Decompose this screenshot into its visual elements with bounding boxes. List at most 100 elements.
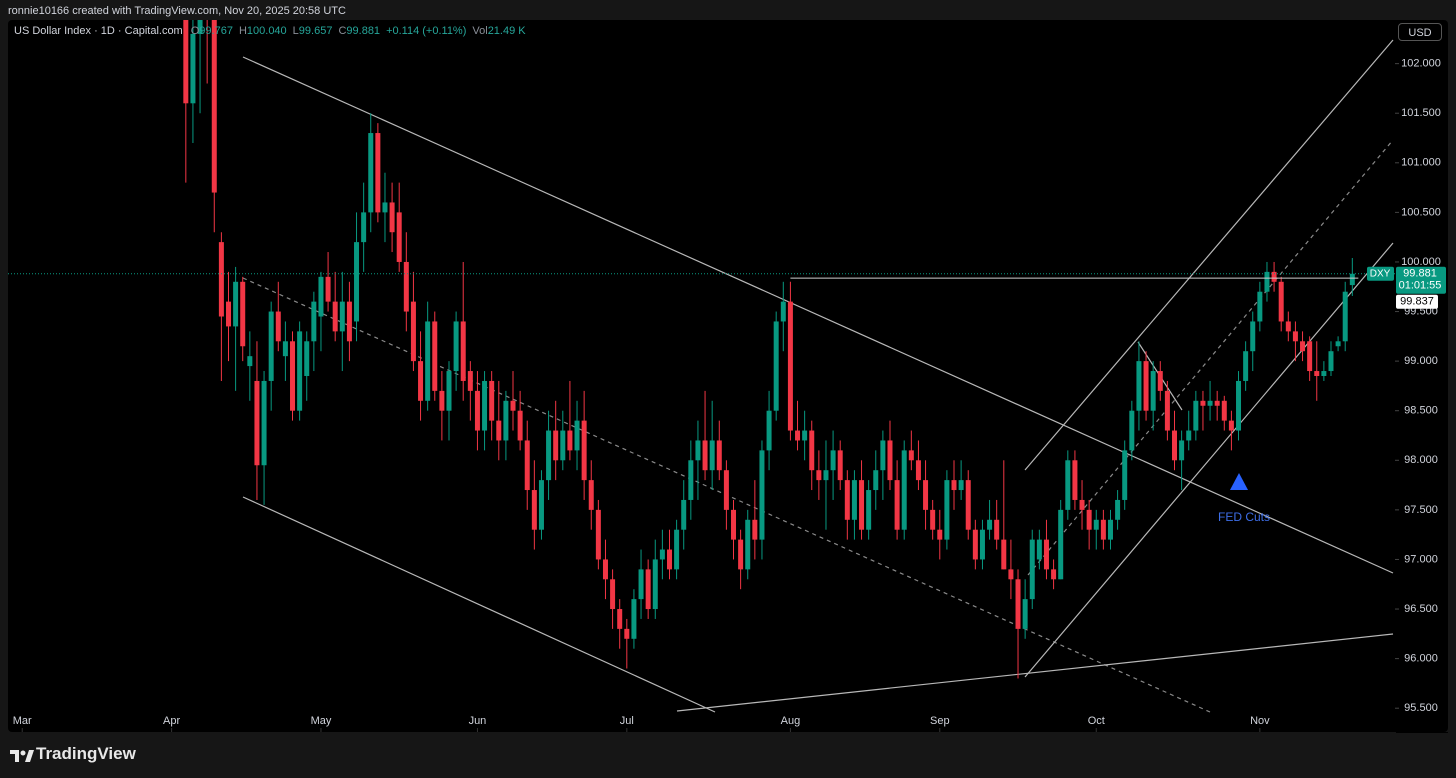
candle-body xyxy=(1328,351,1334,372)
candle-body xyxy=(752,519,758,540)
candle-body xyxy=(602,559,608,580)
annotation: FED Cuts xyxy=(1218,510,1270,524)
candle-body xyxy=(474,390,480,431)
candle-body xyxy=(581,420,587,481)
candle-body xyxy=(1072,460,1078,500)
candle-body xyxy=(702,440,708,471)
symbol-tag: DXY xyxy=(1370,268,1391,279)
trend-line xyxy=(242,56,1394,574)
candle-body xyxy=(489,380,495,421)
candle-body xyxy=(460,321,466,381)
credit: ronnie10166 created with TradingView.com… xyxy=(8,5,346,17)
candle-body xyxy=(1285,321,1291,332)
currency-button[interactable]: USD xyxy=(1398,23,1442,41)
y-tick-label: 101.500 xyxy=(1401,107,1441,119)
ohlc-value: 100.040 xyxy=(246,25,287,37)
candle-body xyxy=(510,400,516,411)
candle-body xyxy=(930,509,936,530)
candle-body xyxy=(304,341,310,376)
candle-body xyxy=(1086,509,1092,530)
x-tick-label: Nov xyxy=(1250,715,1270,727)
candle-body xyxy=(1115,499,1121,520)
x-tick-label: Jun xyxy=(469,715,487,727)
candle-body xyxy=(503,400,509,441)
candle-body xyxy=(1008,569,1014,580)
candle-body xyxy=(1193,400,1199,431)
candle-body xyxy=(610,579,616,610)
candle-body xyxy=(389,202,395,233)
x-tick-label: Oct xyxy=(1088,715,1105,727)
candle-body xyxy=(787,301,793,431)
candle-body xyxy=(951,480,957,491)
y-tick-label: 98.000 xyxy=(1404,454,1438,466)
candle-body xyxy=(1164,390,1170,431)
candle-body xyxy=(1257,291,1263,322)
candle-body xyxy=(816,470,822,481)
candle-body xyxy=(1200,400,1206,406)
y-tick-label: 97.000 xyxy=(1404,553,1438,565)
candle-body xyxy=(346,301,352,342)
candle-body xyxy=(268,311,274,381)
ohlc-value: 99.881 xyxy=(346,25,381,37)
candle-body xyxy=(1001,539,1007,570)
candle-body xyxy=(1314,371,1320,376)
candle-body xyxy=(617,609,623,629)
x-tick-label: Mar xyxy=(13,715,32,727)
ohlc-value: 99.767 xyxy=(199,25,233,37)
candle-body xyxy=(1022,599,1028,629)
candle-body xyxy=(467,371,473,391)
x-tick-label: May xyxy=(311,715,332,727)
candle-body xyxy=(1292,331,1298,342)
candle-body xyxy=(695,440,701,461)
price-tag xyxy=(1396,266,1446,294)
candle-body xyxy=(624,628,630,639)
candle-body xyxy=(197,20,203,34)
candle-body xyxy=(1335,341,1341,347)
candle-body xyxy=(524,440,530,491)
candle-body xyxy=(211,20,217,193)
candle-body xyxy=(773,321,779,411)
channel-line xyxy=(1027,139,1394,576)
candle-body xyxy=(453,321,459,372)
candle-body xyxy=(595,509,601,560)
candle-body xyxy=(780,301,786,322)
candle-body xyxy=(1051,569,1057,580)
candle-body xyxy=(290,341,296,411)
candle-body xyxy=(681,499,687,530)
candle-body xyxy=(1221,400,1227,421)
candle-body xyxy=(809,430,815,471)
candle-body xyxy=(1129,410,1135,451)
candle-body xyxy=(766,410,772,451)
candle-body xyxy=(560,430,566,461)
candle-body xyxy=(844,480,850,520)
candle-body xyxy=(318,276,324,317)
candle-body xyxy=(1107,519,1113,540)
candle-body xyxy=(866,490,872,530)
candle-body xyxy=(738,539,744,570)
candle-body xyxy=(282,341,288,357)
candle-body xyxy=(659,549,665,560)
candle-body xyxy=(1172,430,1178,461)
candle-body xyxy=(1228,420,1234,431)
candle-body xyxy=(354,242,360,322)
candle-body xyxy=(823,470,829,481)
candle-body xyxy=(375,133,381,213)
candle-body xyxy=(887,440,893,481)
candle-body xyxy=(247,356,253,367)
volume-label: Vol xyxy=(472,25,488,37)
candle-body xyxy=(418,361,424,401)
candle-body xyxy=(531,490,537,530)
ohlc-value: 99.657 xyxy=(298,25,333,37)
candle-body xyxy=(1100,519,1106,540)
candle-body xyxy=(1186,430,1192,441)
candle-body xyxy=(923,480,929,510)
annotation-arrow xyxy=(1230,473,1248,490)
y-tick-label: 100.500 xyxy=(1401,206,1441,218)
candle-body xyxy=(851,480,857,520)
candle-body xyxy=(759,450,765,540)
candle-body xyxy=(666,549,672,570)
y-tick-label: 96.500 xyxy=(1404,603,1438,615)
candle-body xyxy=(716,440,722,471)
candle-body xyxy=(1243,351,1249,381)
candle-body xyxy=(403,261,409,312)
